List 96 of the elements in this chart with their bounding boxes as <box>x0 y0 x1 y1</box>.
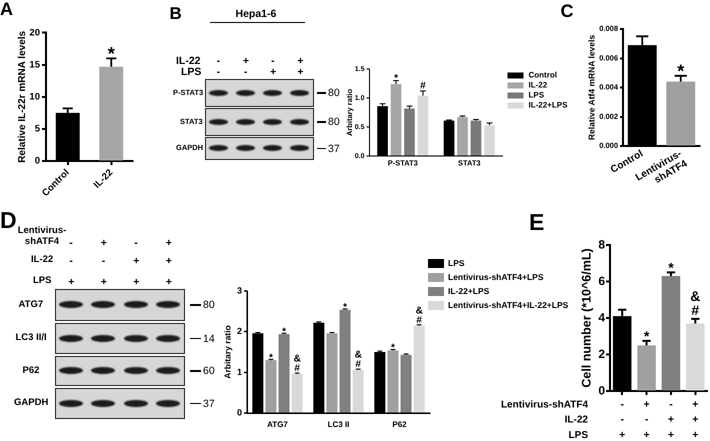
y-tick-label: 8 <box>598 237 606 252</box>
data-label: * <box>394 73 398 84</box>
data-label: & # <box>690 288 700 318</box>
text: LPS <box>568 430 588 441</box>
y-axis-title: Relative IL-22r mRNA levels <box>16 30 28 163</box>
y-tick-label: 6 <box>598 274 606 288</box>
bar <box>404 108 415 156</box>
y-tick-label: 15 <box>29 59 41 70</box>
category-label: GAPDH <box>14 397 48 408</box>
bar <box>637 345 656 390</box>
text: IL-22 <box>176 55 201 68</box>
data-label: * <box>677 60 684 81</box>
bar <box>387 350 398 412</box>
data-label: * <box>343 302 348 313</box>
x-tick-label: + - + <box>643 398 650 441</box>
category-label: - - + <box>68 237 74 288</box>
legend-label: IL-22+LPS <box>528 100 568 110</box>
category-label: + + + <box>166 237 172 288</box>
legend-label: LPS <box>528 90 545 100</box>
text: IL-22 <box>31 254 54 266</box>
bar <box>352 370 364 412</box>
legend-label: IL-22 <box>528 80 548 90</box>
category-label: + - + <box>100 237 107 288</box>
category-label: 80 <box>328 116 340 128</box>
legend-label: Control <box>528 70 557 80</box>
category-label: LC3 II/I <box>16 332 47 343</box>
y-axis-title: Cell number (*10^6/mL) <box>579 248 594 388</box>
y-tick-label: 0 <box>34 156 40 167</box>
y-tick-label: 20 <box>29 27 40 38</box>
data-label: * <box>108 43 115 64</box>
data-label: * <box>644 328 650 344</box>
data-label: * <box>668 259 674 276</box>
text: Hepa1-6 <box>236 8 276 20</box>
y-tick-label: 0 <box>598 383 606 398</box>
data-label: * <box>282 326 286 338</box>
category-label: 80 <box>203 299 215 311</box>
bar <box>414 326 425 412</box>
data-label: # <box>420 80 426 92</box>
data-label: * <box>390 342 395 354</box>
category-label: + - <box>242 55 250 78</box>
bar <box>340 310 351 412</box>
data-label: & # <box>354 350 362 370</box>
x-tick-label: P62 <box>392 420 408 430</box>
x-tick-label: - - + <box>619 398 626 441</box>
text: D <box>0 207 17 234</box>
legend-label: Lentivirus-shATF4+LPS <box>448 272 544 282</box>
category-label: 14 <box>203 332 215 344</box>
bar <box>278 334 290 412</box>
category-label: P62 <box>22 364 40 376</box>
category-label: - + + <box>133 237 140 288</box>
bar <box>390 84 402 156</box>
x-tick-label: - + + <box>668 398 674 441</box>
text: Lentivirus-shATF4 <box>16 225 68 248</box>
legend-label: IL-22+LPS <box>448 286 490 296</box>
y-tick-label: 4 <box>598 310 606 324</box>
chart-title: E <box>529 208 544 236</box>
category-label: 37 <box>328 142 340 154</box>
data-label: & # <box>294 354 301 374</box>
category-label: - + <box>270 55 276 78</box>
x-tick-label: + + + <box>692 398 698 441</box>
y-tick-label: 3 <box>236 285 242 296</box>
y-tick-label: 5 <box>34 124 41 135</box>
bar <box>484 125 495 156</box>
data-label: & # <box>416 305 423 326</box>
text: LPS <box>33 275 52 288</box>
bar <box>326 333 338 412</box>
text: LPS <box>181 66 202 78</box>
bar <box>470 120 482 156</box>
legend-label: Lentivirus-shATF4+IL-22+LPS <box>448 300 569 310</box>
y-tick-label: 1 <box>236 366 242 377</box>
bar <box>400 354 412 412</box>
bar <box>686 323 705 390</box>
x-tick-label: LC3 II <box>328 420 350 430</box>
category-label: 37 <box>203 398 215 410</box>
y-tick-label: 0 <box>236 407 242 418</box>
y-axis-title: Arbitary ratio <box>222 325 232 379</box>
legend-label: LPS <box>448 258 465 268</box>
chart-title: C <box>560 1 574 22</box>
category-label: ATG7 <box>18 298 44 310</box>
text: B <box>170 4 182 24</box>
x-tick-label: ATG7 <box>267 420 288 430</box>
bar <box>265 360 276 412</box>
category-label: + + <box>297 55 304 78</box>
y-tick-label: 2 <box>598 346 606 361</box>
data-label: * <box>268 352 273 364</box>
bar <box>292 374 303 412</box>
category-label: 80 <box>328 87 340 99</box>
category-label: 60 <box>203 365 215 377</box>
y-axis-title: Relative Atf4 mRNA levels <box>586 34 596 140</box>
chart-title: A <box>0 0 13 20</box>
bar <box>662 276 680 390</box>
y-tick-label: 2 <box>236 326 242 336</box>
y-tick-label: 10 <box>29 91 40 102</box>
bar <box>418 96 428 156</box>
bar <box>457 117 468 156</box>
category-label: - - <box>216 55 220 78</box>
